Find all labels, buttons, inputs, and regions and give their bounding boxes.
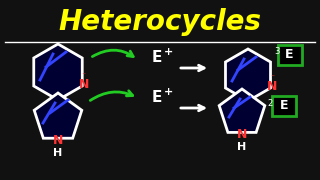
Text: E: E — [152, 51, 162, 66]
Polygon shape — [219, 89, 265, 132]
Polygon shape — [34, 93, 82, 138]
Text: E: E — [285, 48, 294, 62]
Text: N: N — [237, 127, 247, 141]
Text: E: E — [280, 99, 288, 112]
Text: E: E — [152, 91, 162, 105]
Polygon shape — [34, 44, 82, 100]
Text: Heterocycles: Heterocycles — [59, 8, 261, 36]
Text: ··: ·· — [82, 71, 87, 80]
FancyBboxPatch shape — [277, 45, 301, 65]
Text: H: H — [53, 148, 63, 158]
Text: +: + — [164, 87, 173, 97]
Text: ··: ·· — [270, 73, 275, 82]
Polygon shape — [226, 49, 270, 101]
Text: N: N — [53, 134, 63, 147]
Text: 3: 3 — [274, 48, 279, 57]
Text: N: N — [267, 80, 278, 93]
FancyBboxPatch shape — [272, 96, 296, 116]
Text: +: + — [164, 47, 173, 57]
Text: N: N — [79, 78, 89, 91]
Text: 2: 2 — [267, 99, 272, 108]
Text: H: H — [237, 142, 247, 152]
